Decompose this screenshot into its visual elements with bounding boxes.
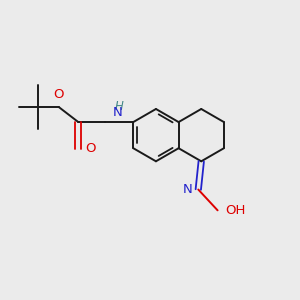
Text: N: N xyxy=(183,183,193,196)
Text: O: O xyxy=(54,88,64,101)
Text: OH: OH xyxy=(225,204,245,217)
Text: H: H xyxy=(115,100,124,113)
Text: O: O xyxy=(85,142,95,155)
Text: N: N xyxy=(113,106,123,119)
